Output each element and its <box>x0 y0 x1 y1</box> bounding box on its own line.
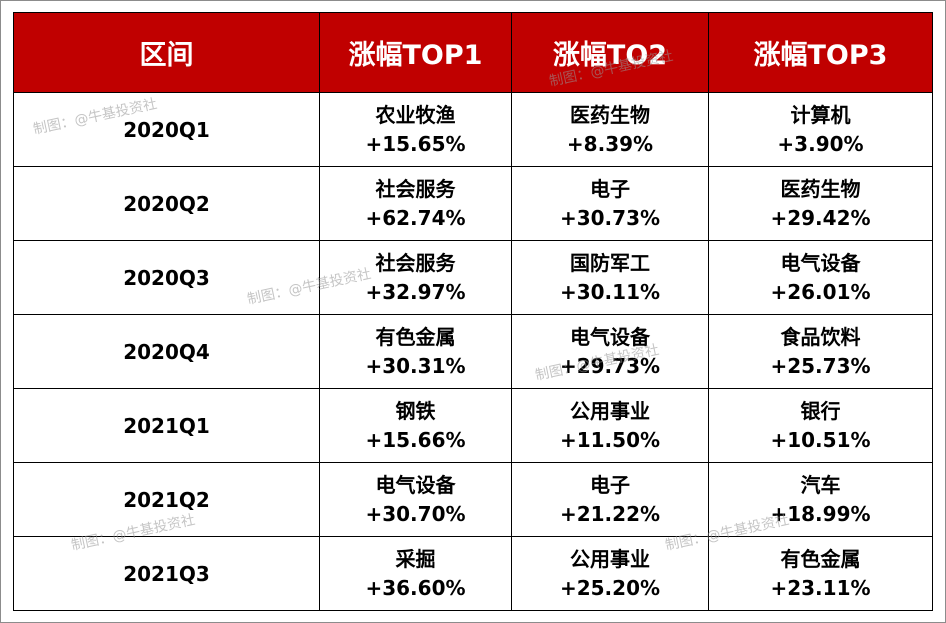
sector-pct: +32.97% <box>365 279 466 304</box>
sector-pct: +15.66% <box>365 427 466 452</box>
sector-name: 社会服务 <box>375 176 456 201</box>
sector-name: 汽车 <box>800 472 841 497</box>
table-row: 2020Q2 社会服务 +62.74% 电子 +30.73% 医药生物 +29.42% <box>13 166 933 241</box>
table-row: 2021Q2 电气设备 +30.70% 电子 +21.22% 汽车 +18.99% <box>13 462 933 537</box>
top2-cell: 公用事业 +25.20% <box>511 536 709 611</box>
sector-name: 钢铁 <box>395 398 436 423</box>
sector-pct: +18.99% <box>770 501 871 526</box>
top1-cell: 社会服务 +62.74% <box>319 166 512 241</box>
sector-name: 采掘 <box>395 546 436 571</box>
sector-pct: +11.50% <box>559 427 661 452</box>
top3-cell: 医药生物 +29.42% <box>708 166 933 241</box>
top2-cell: 电子 +30.73% <box>511 166 709 241</box>
sector-pct: +3.90% <box>777 131 864 156</box>
top3-cell: 电气设备 +26.01% <box>708 240 933 315</box>
top1-cell: 电气设备 +30.70% <box>319 462 512 537</box>
sector-name: 电气设备 <box>375 472 456 497</box>
sector-name: 电气设备 <box>570 324 650 349</box>
sector-name: 医药生物 <box>570 102 650 127</box>
sector-pct: +25.20% <box>559 575 661 600</box>
sector-pct: +21.22% <box>559 501 661 526</box>
sector-name: 计算机 <box>790 102 851 127</box>
top1-cell: 有色金属 +30.31% <box>319 314 512 389</box>
sector-name: 银行 <box>800 398 841 423</box>
table-row: 2020Q4 有色金属 +30.31% 电气设备 +29.73% 食品饮料 +25.7… <box>13 314 933 389</box>
top2-cell: 国防军工 +30.11% <box>511 240 709 315</box>
sector-name: 国防军工 <box>570 250 650 275</box>
top2-cell: 电子 +21.22% <box>511 462 709 537</box>
header-row: 区间 涨幅TOP1 涨幅TO2 涨幅TOP3 <box>13 12 933 93</box>
top3-cell: 银行 +10.51% <box>708 388 933 463</box>
top1-cell: 钢铁 +15.66% <box>319 388 512 463</box>
sector-name: 电子 <box>590 176 630 201</box>
sector-pct: +30.31% <box>365 353 466 378</box>
sector-pct: +30.11% <box>559 279 661 304</box>
sector-pct: +26.01% <box>770 279 871 304</box>
top1-cell: 农业牧渔 +15.65% <box>319 92 512 167</box>
sector-name: 电子 <box>590 472 630 497</box>
top1-cell: 采掘 +36.60% <box>319 536 512 611</box>
sector-name: 有色金属 <box>375 324 456 349</box>
table-row: 2021Q1 钢铁 +15.66% 公用事业 +11.50% 银行 +10.51% <box>13 388 933 463</box>
sector-pct: +8.39% <box>566 131 654 156</box>
header-period: 区间 <box>13 12 320 93</box>
sector-pct: +23.11% <box>770 575 871 600</box>
table-row: 2020Q3 社会服务 +32.97% 国防军工 +30.11% 电气设备 +26.0… <box>13 240 933 315</box>
header-top1: 涨幅TOP1 <box>319 12 512 93</box>
sector-pct: +15.65% <box>365 131 466 156</box>
sector-name: 医药生物 <box>780 176 861 201</box>
header-top2: 涨幅TO2 <box>511 12 709 93</box>
sector-pct: +10.51% <box>770 427 871 452</box>
sector-name: 公用事业 <box>570 398 650 423</box>
sector-name: 公用事业 <box>570 546 650 571</box>
table-row: 2020Q1 农业牧渔 +15.65% 医药生物 +8.39% 计算机 +3.90% <box>13 92 933 167</box>
top3-cell: 计算机 +3.90% <box>708 92 933 167</box>
sector-name: 食品饮料 <box>780 324 861 349</box>
sector-pct: +62.74% <box>365 205 466 230</box>
table-row: 2021Q3 采掘 +36.60% 公用事业 +25.20% 有色金属 +23.11% <box>13 536 933 611</box>
period-cell: 2021Q3 <box>13 536 320 611</box>
top3-cell: 有色金属 +23.11% <box>708 536 933 611</box>
period-cell: 2021Q1 <box>13 388 320 463</box>
sector-pct: +30.70% <box>365 501 466 526</box>
top1-cell: 社会服务 +32.97% <box>319 240 512 315</box>
sector-name: 有色金属 <box>780 546 861 571</box>
period-cell: 2020Q2 <box>13 166 320 241</box>
sector-pct: +29.73% <box>559 353 661 378</box>
sector-pct: +36.60% <box>365 575 466 600</box>
sector-name: 电气设备 <box>780 250 861 275</box>
sector-pct: +29.42% <box>770 205 871 230</box>
period-cell: 2021Q2 <box>13 462 320 537</box>
sector-name: 农业牧渔 <box>375 102 456 127</box>
sector-name: 社会服务 <box>375 250 456 275</box>
top3-cell: 食品饮料 +25.73% <box>708 314 933 389</box>
sector-pct: +25.73% <box>770 353 871 378</box>
period-cell: 2020Q4 <box>13 314 320 389</box>
top2-cell: 公用事业 +11.50% <box>511 388 709 463</box>
sector-gain-table: 区间 涨幅TOP1 涨幅TO2 涨幅TOP3 2020Q1 农业牧渔 +15.65… <box>13 12 933 611</box>
period-cell: 2020Q3 <box>13 240 320 315</box>
period-cell: 2020Q1 <box>13 92 320 167</box>
sector-pct: +30.73% <box>559 205 661 230</box>
top2-cell: 电气设备 +29.73% <box>511 314 709 389</box>
header-top3: 涨幅TOP3 <box>708 12 933 93</box>
top3-cell: 汽车 +18.99% <box>708 462 933 537</box>
top2-cell: 医药生物 +8.39% <box>511 92 709 167</box>
